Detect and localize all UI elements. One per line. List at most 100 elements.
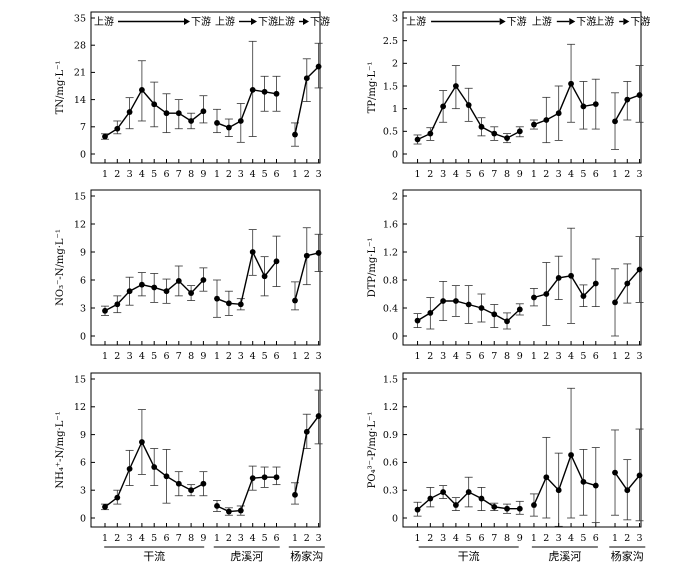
series-line xyxy=(216,249,278,306)
y-tick-label: 0.4 xyxy=(383,303,398,314)
x-tick-label: 8 xyxy=(504,351,510,362)
x-tick-label: 9 xyxy=(517,533,523,544)
flow-arrow-head xyxy=(623,18,630,25)
x-tick-label: 2 xyxy=(543,533,549,544)
x-tick-label: 1 xyxy=(612,169,618,180)
x-tick-label: 2 xyxy=(427,533,433,544)
data-point xyxy=(555,487,562,494)
y-tick-label: 6 xyxy=(80,275,86,286)
data-point xyxy=(249,249,256,255)
upstream-label: 上游 xyxy=(94,15,114,28)
x-tick-label: 7 xyxy=(491,351,497,362)
y-tick-label: 6 xyxy=(80,458,86,469)
upstream-label: 上游 xyxy=(532,15,552,28)
y-tick-label: 2 xyxy=(392,59,398,70)
x-tick-label: 7 xyxy=(491,169,497,180)
x-tick-label: 7 xyxy=(176,533,182,544)
x-tick-label: 1 xyxy=(531,169,537,180)
data-point xyxy=(126,465,133,472)
y-tick-label: 0.8 xyxy=(383,275,398,286)
x-tick-label: 6 xyxy=(478,169,484,180)
series-line xyxy=(216,89,277,129)
series-3 xyxy=(291,42,323,147)
data-point xyxy=(491,503,498,510)
x-tick-label: 1 xyxy=(214,351,220,362)
x-tick-label: 6 xyxy=(478,351,484,362)
flow-arrow-head xyxy=(303,18,309,25)
y-tick-label: 0.3 xyxy=(383,486,398,497)
data-point xyxy=(580,103,587,110)
data-point xyxy=(139,439,145,445)
data-point xyxy=(273,90,280,97)
data-point xyxy=(292,297,298,304)
data-point xyxy=(592,101,599,108)
data-point xyxy=(237,507,244,514)
data-point xyxy=(568,452,574,458)
data-point xyxy=(624,487,631,494)
plot-frame xyxy=(90,372,321,528)
data-point xyxy=(453,83,459,89)
x-tick-label: 1 xyxy=(612,351,618,362)
y-axis-label: DTP/mg·L⁻¹ xyxy=(367,238,378,298)
series-2 xyxy=(213,229,281,318)
data-point xyxy=(163,473,170,480)
upstream-label: 上游 xyxy=(275,15,295,28)
downstream-label: 下游 xyxy=(310,15,330,28)
y-tick-label: 3 xyxy=(392,13,398,24)
x-tick-label: 1 xyxy=(612,533,618,544)
data-point xyxy=(139,86,145,93)
x-tick-label: 2 xyxy=(427,169,433,180)
y-tick-label: 0 xyxy=(392,331,398,342)
data-point xyxy=(126,109,133,115)
data-point xyxy=(516,306,523,313)
y-axis-label: NO₃⁻-N/mg·L⁻¹ xyxy=(55,229,66,306)
data-point xyxy=(315,63,322,70)
data-point xyxy=(478,495,485,502)
x-tick-label: 4 xyxy=(139,169,145,180)
x-tick-label: 1 xyxy=(415,169,421,180)
plot-frame xyxy=(402,189,642,346)
y-tick-label: 0 xyxy=(80,513,86,524)
x-tick-label: 5 xyxy=(580,533,586,544)
series-2 xyxy=(529,387,600,527)
series-1 xyxy=(413,65,524,145)
x-tick-label: 2 xyxy=(543,351,549,362)
data-point xyxy=(261,474,268,481)
data-point xyxy=(114,301,121,308)
data-point xyxy=(249,86,256,93)
y-tick-label: 1.5 xyxy=(383,81,398,92)
x-tick-label: 5 xyxy=(466,533,472,544)
data-point xyxy=(612,118,618,125)
x-tick-label: 5 xyxy=(262,351,268,362)
data-point xyxy=(531,294,537,301)
x-tick-label: 1 xyxy=(531,533,537,544)
data-point xyxy=(273,474,280,481)
series-line xyxy=(216,476,277,513)
data-point xyxy=(151,101,158,108)
series-3 xyxy=(611,428,644,522)
y-tick-label: 35 xyxy=(74,13,86,24)
series-1 xyxy=(101,60,208,140)
series-2 xyxy=(213,465,281,516)
data-point xyxy=(440,489,447,495)
x-tick-label: 2 xyxy=(624,351,630,362)
series-3 xyxy=(611,65,644,150)
flow-arrow-head xyxy=(499,18,506,25)
data-point xyxy=(200,480,207,487)
series-1 xyxy=(413,476,524,517)
data-point xyxy=(214,120,220,126)
data-point xyxy=(414,317,421,324)
x-tick-label: 3 xyxy=(127,351,133,362)
data-point xyxy=(592,482,599,489)
x-tick-label: 4 xyxy=(568,169,574,180)
data-point xyxy=(612,299,618,306)
x-tick-label: 7 xyxy=(176,351,182,362)
x-tick-label: 2 xyxy=(624,533,630,544)
x-tick-label: 1 xyxy=(292,533,298,544)
x-tick-label: 3 xyxy=(556,351,562,362)
data-point xyxy=(592,280,599,287)
x-tick-label: 2 xyxy=(226,169,232,180)
x-tick-label: 5 xyxy=(580,169,586,180)
